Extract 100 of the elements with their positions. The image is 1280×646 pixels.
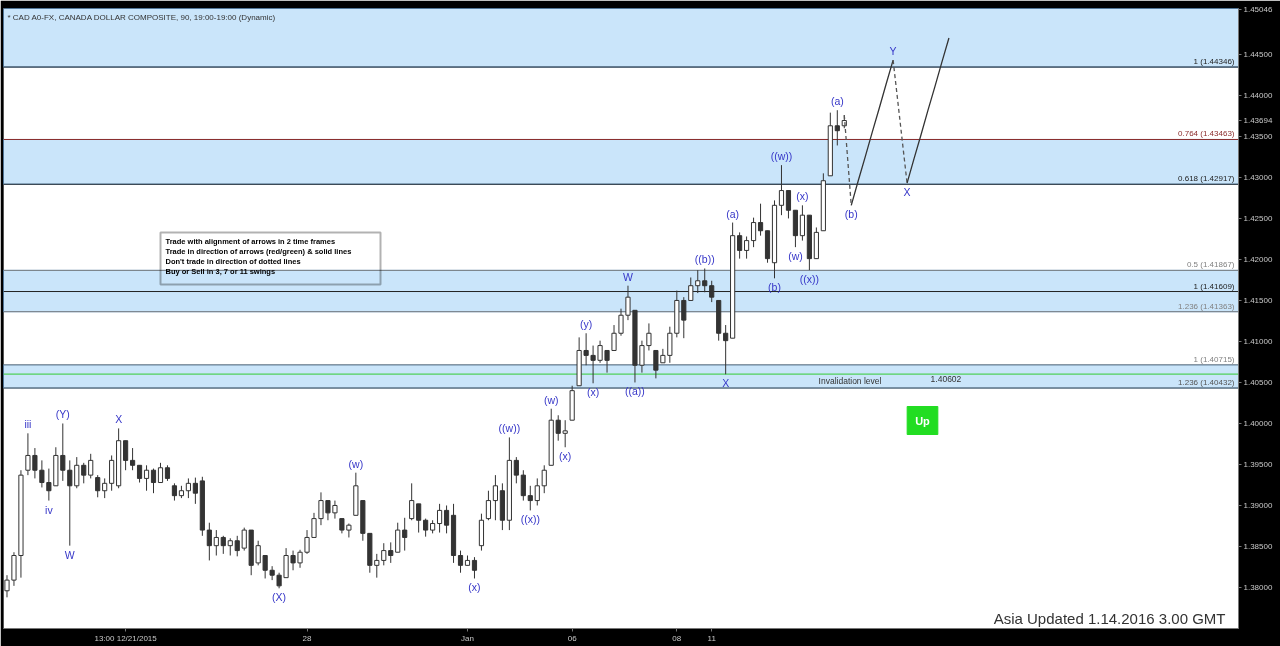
annotation: 1.40602 (930, 374, 962, 385)
candlestick (129, 447, 136, 471)
candlestick (757, 203, 764, 237)
text: ((w)) (498, 422, 521, 435)
text: iii (24, 418, 32, 431)
ref-line-label: 1 (1.44346) (1193, 57, 1235, 67)
candlestick (416, 503, 422, 534)
ref-line-label: 1 (1.41609) (1193, 281, 1235, 291)
x-tick-label: 06 (567, 633, 578, 643)
candlestick (123, 440, 129, 471)
text: W (623, 270, 633, 283)
candlestick (88, 453, 94, 479)
text: (x) (586, 386, 600, 399)
y-tick-label: 1.42000 (1243, 254, 1273, 264)
y-tick-label: 1.43694 (1243, 116, 1273, 126)
text: ((x)) (799, 273, 820, 286)
y-tick-label: 1.38500 (1243, 541, 1273, 551)
annotation: Asia Updated 1.14.2016 3.00 GMT (993, 610, 1226, 627)
text: (Y) (55, 408, 70, 421)
y-tick-label: 1.39500 (1243, 459, 1273, 469)
y-tick-label: 1.44000 (1243, 90, 1273, 100)
text: (w) (543, 393, 559, 406)
text: X (722, 377, 730, 390)
candlestick (443, 504, 450, 534)
candlestick (185, 477, 191, 499)
y-tick-label: 1.45046 (1243, 5, 1273, 15)
text: (x) (468, 581, 481, 594)
candlestick (709, 280, 715, 303)
line-series (906, 37, 950, 184)
ref-line-label: 1.236 (1.40432) (1178, 378, 1235, 388)
candlestick (402, 517, 408, 552)
candlestick (395, 522, 401, 553)
candlestick (723, 324, 729, 375)
annotation: Invalidation level (818, 376, 882, 387)
ref-line-label: 0.5 (1.41867) (1186, 260, 1235, 270)
candlestick (799, 204, 806, 242)
annotation: Up (915, 414, 931, 427)
x-tick-label: 08 (672, 633, 682, 643)
y-tick-label: 1.39000 (1243, 500, 1273, 510)
ref-line-label: 1 (1.40715) (1193, 354, 1235, 364)
candlestick (785, 190, 792, 219)
line-series (850, 59, 894, 206)
text: * CAD A0-FX, CANADA DOLLAR COMPOSITE, 90, 19:00-19:00 (Dynamic) (7, 12, 276, 22)
data-label: Y (889, 45, 897, 58)
text: X (115, 413, 123, 426)
candlestick (423, 518, 429, 538)
candlestick (541, 464, 547, 494)
ref-line-label: 0.618 (1.42917) (1178, 174, 1235, 184)
y-tick-label: 1.40000 (1243, 418, 1273, 428)
candlestick (778, 164, 785, 216)
text: (x) (559, 450, 572, 463)
candlestick (150, 468, 157, 494)
text: iv (45, 503, 53, 516)
data-label: (b) (844, 208, 858, 221)
candlestick (618, 308, 624, 337)
x-tick-label: Jan (461, 633, 474, 643)
y-tick-label: 1.41500 (1243, 295, 1273, 305)
candlestick (702, 267, 708, 293)
candlestick (157, 462, 164, 484)
candlestick (695, 269, 701, 294)
y-tick-label: 1.43000 (1243, 172, 1273, 182)
y-tick-label: 1.42500 (1243, 213, 1273, 223)
data-label: X (903, 186, 911, 199)
y-tick-label: 1.44500 (1243, 49, 1273, 59)
text: (a) (726, 207, 740, 220)
text: ((w)) (770, 150, 793, 163)
ref-line-label: 1.236 (1.41363) (1178, 301, 1235, 311)
candlestick (109, 454, 115, 492)
text: (b) (768, 281, 781, 294)
candlestick (492, 474, 498, 521)
candlestick (750, 217, 757, 248)
text: (w) (788, 250, 803, 263)
candlestick (485, 490, 492, 521)
text: ((a)) (625, 385, 645, 398)
candlestick (744, 235, 750, 260)
candlestick (457, 550, 464, 574)
candlestick (409, 482, 415, 521)
text: (y) (579, 318, 593, 331)
candlestick (213, 529, 219, 557)
text: ((x)) (520, 513, 540, 526)
candlestick (527, 485, 533, 511)
y-tick-label: 1.38000 (1243, 582, 1273, 592)
candlestick (520, 469, 526, 502)
text: ((b)) (694, 253, 715, 266)
candlestick (143, 464, 150, 492)
candlestick (737, 231, 743, 260)
candlestick (206, 522, 212, 561)
candlestick (534, 477, 540, 506)
text: (x) (796, 190, 809, 203)
y-tick-label: 1.43500 (1243, 131, 1273, 141)
y-tick-label: 1.40500 (1243, 377, 1273, 387)
text: W (64, 548, 75, 561)
candlestick (436, 503, 443, 534)
x-tick-label: 11 (707, 633, 717, 643)
ref-line-label: 0.764 (1.43463) (1178, 129, 1235, 139)
candlestick (834, 109, 840, 146)
candlestick (220, 535, 226, 555)
candlestick (102, 477, 108, 499)
y-tick-label: 1.41000 (1243, 336, 1273, 346)
text: (w) (348, 457, 364, 470)
